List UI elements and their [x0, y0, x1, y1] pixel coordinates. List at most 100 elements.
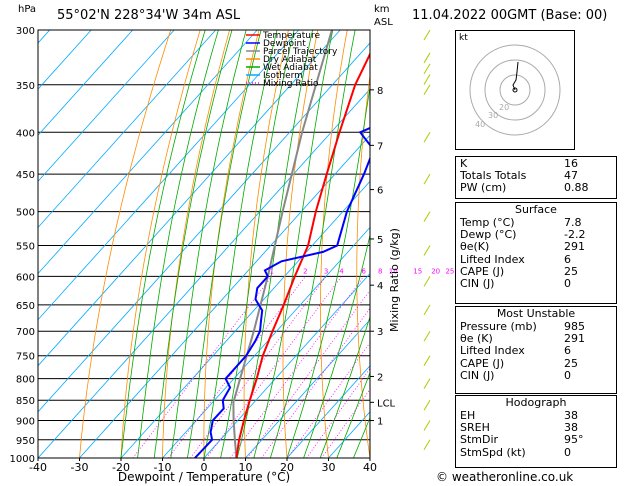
x-tick-label: -10	[154, 461, 172, 474]
legend-entry: Parcel Trajectory	[263, 47, 338, 57]
mu-row: CIN (J) 0	[460, 368, 571, 382]
hodograph-table-title: Hodograph	[505, 396, 567, 409]
datetime-header: 11.04.2022 00GMT (Base: 00)	[412, 8, 608, 23]
dry-adiabat	[120, 30, 201, 458]
indices-box: K 16 Totals Totals 47 PW (cm) 0.88	[455, 156, 617, 199]
mixing-ratio-line	[247, 289, 370, 458]
x-tick-label: 30	[322, 461, 336, 474]
x-tick-label: 20	[280, 461, 294, 474]
wind-barb	[423, 63, 431, 75]
hodograph-table-box: Hodograph EH 38 SREH 38 StmDir 95° StmSpd (…	[455, 395, 617, 468]
mixing-ratio-axis-title: Mixing Ratio (g/kg)	[388, 228, 401, 332]
wet-adiabat	[253, 30, 334, 458]
wet-adiabat	[336, 371, 370, 458]
wet-adiabat	[153, 30, 233, 458]
wet-adiabat	[120, 30, 206, 458]
hpa-label: hPa	[18, 4, 36, 15]
x-axis-title: Dewpoint / Temperature (°C)	[118, 470, 290, 484]
isotherm-line	[38, 88, 370, 458]
pressure-tick-label: 850	[16, 396, 35, 407]
dry-adiabat	[426, 30, 453, 458]
copyright[interactable]: © weatheronline.co.uk	[436, 470, 574, 484]
mu-row: Pressure (mb) 985	[460, 320, 585, 333]
dry-adiabat	[162, 30, 230, 458]
mixing-ratio-line	[132, 276, 273, 458]
wet-adiabat	[137, 30, 219, 458]
dry-adiabat	[356, 72, 370, 458]
surface-row: CIN (J) 0	[460, 276, 571, 290]
isotherm-line	[38, 30, 133, 136]
asl-label: ASL	[374, 17, 393, 28]
wet-adiabat	[286, 84, 370, 458]
pressure-tick-label: 650	[16, 301, 35, 312]
mixing-ratio-line	[229, 276, 365, 458]
mixing-ratio-line	[206, 276, 342, 458]
most-unstable-box: Most Unstable Pressure (mb) 985 θe (K) 291…	[455, 306, 617, 394]
isotherm-line	[245, 319, 370, 458]
pressure-tick-label: 550	[16, 241, 35, 252]
wind-barb	[423, 211, 431, 222]
mixing-ratio-line	[321, 388, 370, 458]
hodo-ring-20	[484, 59, 546, 121]
dewpoint-curve	[194, 126, 370, 458]
wet-adiabat	[203, 30, 278, 458]
dry-adiabat	[79, 30, 172, 458]
mixing-ratio-line	[168, 276, 306, 458]
pressure-tick-label: 500	[16, 208, 35, 219]
km-label: km	[374, 4, 390, 15]
hodo-ring-10	[499, 74, 531, 106]
mixing-ratio-line	[287, 341, 370, 458]
pressure-tick-label: 700	[16, 327, 35, 338]
most-unstable-title: Most Unstable	[496, 307, 576, 320]
isotherm-line	[38, 30, 341, 367]
x-tick-label: 40	[363, 461, 377, 474]
hodo-ring-30	[469, 44, 561, 136]
pressure-tick-label: 450	[16, 170, 35, 181]
wind-barb	[423, 420, 431, 431]
isotherm-line	[0, 30, 8, 458]
hodo-row: SREH 38	[460, 421, 578, 435]
pressure-tick-label: 750	[16, 352, 35, 363]
mixing-ratio-label: 3	[324, 267, 328, 275]
mu-row: CAPE (J) 25	[460, 356, 578, 370]
mixing-ratio-label: 10	[389, 267, 398, 275]
hodo-ring-label-30: 30	[488, 111, 498, 120]
isotherm-line	[38, 30, 92, 90]
x-tick-label: 10	[239, 461, 253, 474]
hodograph-origin	[512, 87, 518, 93]
km-tick-label: 3	[377, 327, 383, 338]
pressure-tick-label: 900	[16, 417, 35, 428]
hodograph-unit: kt	[459, 33, 468, 43]
pressure-tick-label: 1000	[10, 454, 35, 465]
hodo-ring-label-20: 20	[499, 103, 509, 112]
isotherm-line	[38, 30, 216, 229]
dry-adiabat	[320, 30, 348, 458]
x-tick-label: -40	[29, 461, 47, 474]
isotherm-line	[162, 226, 370, 458]
km-tick-label: 1	[377, 417, 383, 428]
hodograph: kt 20 30 40	[455, 30, 575, 150]
km-tick-label: 5	[377, 235, 383, 246]
wind-barb	[423, 330, 431, 342]
surface-box: Surface Temp (°C) 7.8 Dewp (°C) -2.2 θe(K)…	[455, 202, 617, 304]
km-tick-label: 2	[377, 372, 383, 383]
surface-row: CAPE (J) 25	[460, 264, 578, 278]
hodo-row: EH 38	[460, 409, 578, 422]
mixing-ratio-label: 25	[445, 267, 454, 275]
legend-entry: Dewpoint	[263, 39, 306, 49]
dry-adiabat	[203, 30, 260, 458]
x-tick-label: -30	[71, 461, 89, 474]
legend-entry: Isotherm	[263, 71, 303, 81]
mixing-ratio-label: 20	[431, 267, 440, 275]
wind-barb	[423, 52, 431, 64]
km-tick-label: 4	[377, 281, 383, 292]
isotherm-line	[79, 134, 370, 458]
mixing-ratio-label: 15	[413, 267, 422, 275]
surface-row: Temp (°C) 7.8	[460, 216, 582, 229]
isotherm-line	[203, 272, 370, 458]
mixing-ratio-label: 2	[303, 267, 307, 275]
wind-barb	[423, 132, 431, 143]
legend-entry: Temperature	[262, 31, 320, 41]
index-row: PW (cm) 0.88	[460, 181, 589, 195]
legend-entry: Wet Adiabat	[263, 63, 318, 73]
